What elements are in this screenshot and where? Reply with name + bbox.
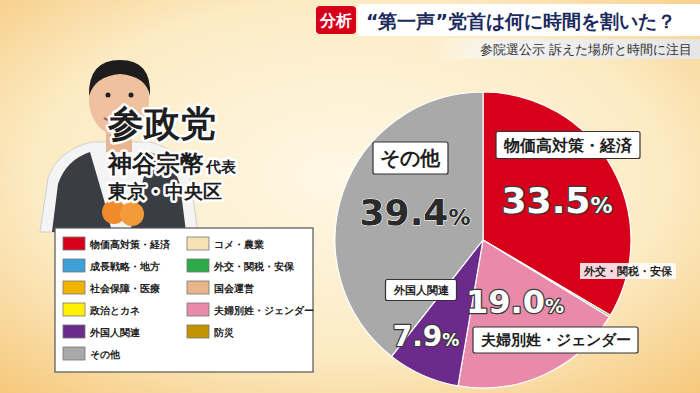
legend-swatch	[187, 259, 209, 272]
value-label: 7.9%	[393, 320, 460, 353]
value-label-number: 39.4	[360, 192, 449, 233]
value-label: 19.0%	[466, 283, 564, 321]
pie-labels: 物価高対策・経済 33.5% 外交・関税・安保夫婦別姓・ジェンダー 19.0% 外国人関…	[360, 132, 676, 354]
subtitle-bar	[430, 39, 700, 59]
slice-name-box	[373, 142, 448, 174]
person-illustration	[40, 60, 198, 232]
speaker-place: 東京・中央区	[107, 180, 222, 202]
legend-swatch	[63, 281, 85, 294]
slice-name-box	[386, 280, 457, 301]
tag-text: 分析	[319, 11, 352, 30]
value-label-unit: %	[545, 295, 564, 317]
slice-name-label: 物価高対策・経済	[496, 132, 640, 159]
pie-slice	[335, 92, 483, 356]
legend-swatch	[63, 259, 85, 272]
legend-swatch	[187, 303, 209, 316]
legend-label: 防災	[214, 327, 234, 338]
party: 参政党	[107, 103, 216, 144]
slice-name-label: その他	[373, 142, 448, 174]
pie-slice	[458, 240, 609, 388]
slice-name: 外交・関税・安保	[583, 265, 673, 277]
chart-canvas: 分析 “第一声”党首は何に時間を割いた？ 参院選公示 訴えた場所と時間に注目参政党神…	[0, 0, 700, 393]
value-label: 39.4%	[360, 192, 471, 233]
person-eye	[129, 93, 134, 98]
value-label-unit: %	[448, 205, 470, 230]
legend-label: 国会運営	[214, 283, 254, 294]
slice-name-label: 外交・関税・安保	[580, 263, 676, 279]
value-label-number: 19.0	[466, 283, 545, 321]
legend-label: 政治とカネ	[89, 305, 140, 316]
subtitle: 参院選公示 訴えた場所と時間に注目	[480, 42, 692, 57]
value-label-unit: %	[442, 330, 459, 350]
person-vest	[52, 152, 112, 232]
title-banner	[358, 4, 700, 36]
legend-swatch	[63, 325, 85, 338]
legend-swatch	[63, 303, 85, 316]
tag-box	[316, 6, 356, 34]
legend-label: コメ・農業	[214, 239, 264, 250]
legend-label: 成長戦略・地方	[89, 261, 160, 272]
slice-name: 夫婦別姓・ジェンダー	[480, 331, 631, 349]
legend-label: 物価高対策・経済	[89, 239, 171, 250]
speaker-name: 神谷宗幣	[107, 150, 204, 178]
legend-label: 外国人関連	[89, 327, 141, 338]
value-label-number: 33.5	[502, 180, 591, 221]
slice-name-label: 外国人関連	[386, 280, 457, 301]
value-label: 33.5%	[502, 180, 613, 221]
slice-name: その他	[380, 146, 441, 170]
person-hair	[89, 60, 150, 96]
legend: 物価高対策・経済 コメ・農業成長戦略・地方 外交・関税・安保社会保障・医療 国会運営政…	[55, 228, 314, 372]
person-eye	[106, 93, 111, 98]
person-mic	[120, 202, 144, 226]
speaker-role: 代表	[205, 158, 237, 176]
legend-swatch	[63, 237, 85, 250]
title: “第一声”党首は何に時間を割いた？	[366, 10, 676, 32]
legend-swatch	[187, 281, 209, 294]
slice-name-label: 夫婦別姓・ジェンダー	[473, 327, 638, 353]
legend-label: 社会保障・医療	[89, 283, 160, 294]
legend-swatch	[63, 347, 85, 360]
slice-name-box	[496, 132, 640, 159]
legend-label: 外交・関税・安保	[213, 261, 295, 272]
legend-box	[55, 228, 313, 372]
value-label-unit: %	[590, 193, 612, 218]
legend-swatch	[187, 325, 209, 338]
slice-name: 外国人関連	[393, 284, 450, 297]
legend-label: その他	[90, 349, 121, 360]
slice-name: 物価高対策・経済	[503, 136, 633, 155]
background	[0, 0, 700, 393]
legend-swatch	[187, 237, 209, 250]
value-label-number: 7.9	[393, 320, 443, 353]
slice-name-box	[580, 263, 676, 279]
legend-label: 夫婦別姓・ジェンダー	[213, 305, 314, 316]
slice-name-box	[473, 327, 638, 353]
